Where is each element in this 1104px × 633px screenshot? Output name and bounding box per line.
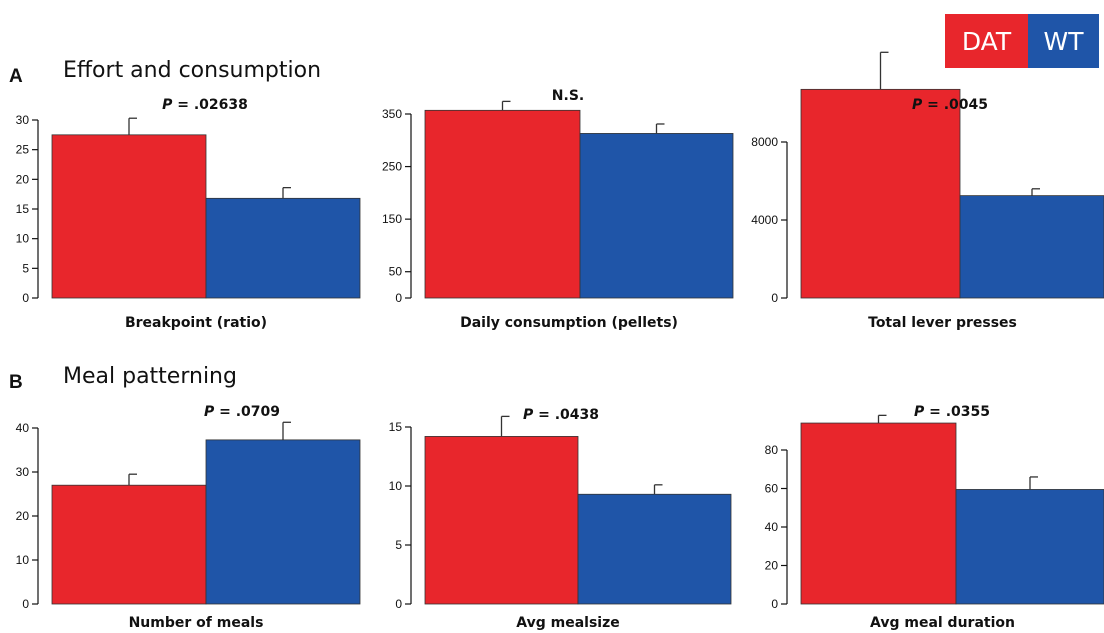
bar-dat — [800, 88, 961, 299]
p-value: = .02638 — [172, 97, 248, 113]
legend: DAT WT — [945, 14, 1099, 68]
x-axis-label: Total lever presses — [868, 315, 1017, 331]
y-tick-label: 0 — [395, 597, 402, 611]
y-tick-label: 25 — [16, 143, 30, 157]
y-tick-label: 5 — [22, 261, 29, 275]
bar-dat — [800, 422, 957, 605]
panel-b-title: Meal patterning — [63, 364, 237, 389]
significance-annotation: P = .0045 — [912, 97, 988, 113]
y-tick-label: 0 — [771, 291, 778, 305]
p-symbol: P — [914, 404, 925, 420]
y-tick-label: 8000 — [751, 135, 778, 149]
legend-dat: DAT — [945, 14, 1028, 68]
x-axis-label: Daily consumption (pellets) — [460, 315, 678, 331]
bar-wt — [955, 489, 1104, 605]
significance-annotation: P = .0709 — [204, 404, 280, 420]
y-tick-label: 80 — [765, 443, 779, 457]
significance-annotation: P = .0355 — [914, 404, 990, 420]
y-tick-label: 0 — [22, 597, 29, 611]
y-tick-label: 30 — [16, 113, 30, 127]
p-value: = .0438 — [533, 407, 599, 423]
y-tick-label: 4000 — [751, 213, 778, 227]
y-tick-label: 150 — [382, 212, 402, 226]
y-tick-label: 0 — [22, 291, 29, 305]
y-tick-label: 20 — [16, 509, 30, 523]
bar-wt — [205, 439, 361, 605]
bar-wt — [579, 133, 734, 299]
y-tick-label: 350 — [382, 107, 402, 121]
bar-wt — [205, 197, 361, 299]
y-tick-label: 5 — [395, 538, 402, 552]
bar-wt — [577, 493, 732, 605]
x-axis-label: Breakpoint (ratio) — [125, 315, 267, 331]
y-tick-label: 0 — [771, 597, 778, 611]
p-value: N.S. — [552, 88, 584, 104]
y-tick-label: 20 — [765, 559, 779, 573]
panel-b-letter: B — [9, 372, 23, 393]
bar-dat — [51, 484, 207, 605]
p-symbol: P — [523, 407, 534, 423]
y-tick-label: 30 — [16, 465, 30, 479]
panel-a-letter: A — [9, 66, 23, 87]
y-tick-label: 0 — [395, 291, 402, 305]
legend-wt: WT — [1028, 14, 1099, 68]
x-axis-label: Number of meals — [129, 615, 264, 631]
significance-annotation: P = .0438 — [523, 407, 599, 423]
y-tick-label: 40 — [16, 421, 30, 435]
bar-dat — [424, 436, 579, 605]
y-tick-label: 250 — [382, 160, 402, 174]
y-tick-label: 50 — [389, 265, 403, 279]
x-axis-label: Avg mealsize — [516, 615, 619, 631]
y-tick-label: 15 — [16, 202, 30, 216]
y-tick-label: 15 — [389, 420, 403, 434]
p-symbol: P — [204, 404, 215, 420]
p-value: = .0355 — [924, 404, 990, 420]
panel-a-title: Effort and consumption — [63, 58, 322, 83]
bar-dat — [424, 109, 581, 299]
p-symbol: P — [162, 97, 173, 113]
p-symbol: P — [912, 97, 923, 113]
y-tick-label: 20 — [16, 172, 30, 186]
y-tick-label: 40 — [765, 520, 779, 534]
bar-wt — [959, 195, 1104, 299]
x-axis-label: Avg meal duration — [870, 615, 1015, 631]
y-tick-label: 60 — [765, 482, 779, 496]
y-tick-label: 10 — [16, 553, 30, 567]
p-value: = .0045 — [922, 97, 988, 113]
y-tick-label: 10 — [389, 479, 403, 493]
significance-annotation: N.S. — [552, 88, 584, 104]
p-value: = .0709 — [214, 404, 280, 420]
y-tick-label: 10 — [16, 232, 30, 246]
significance-annotation: P = .02638 — [162, 97, 248, 113]
bar-dat — [51, 134, 207, 299]
